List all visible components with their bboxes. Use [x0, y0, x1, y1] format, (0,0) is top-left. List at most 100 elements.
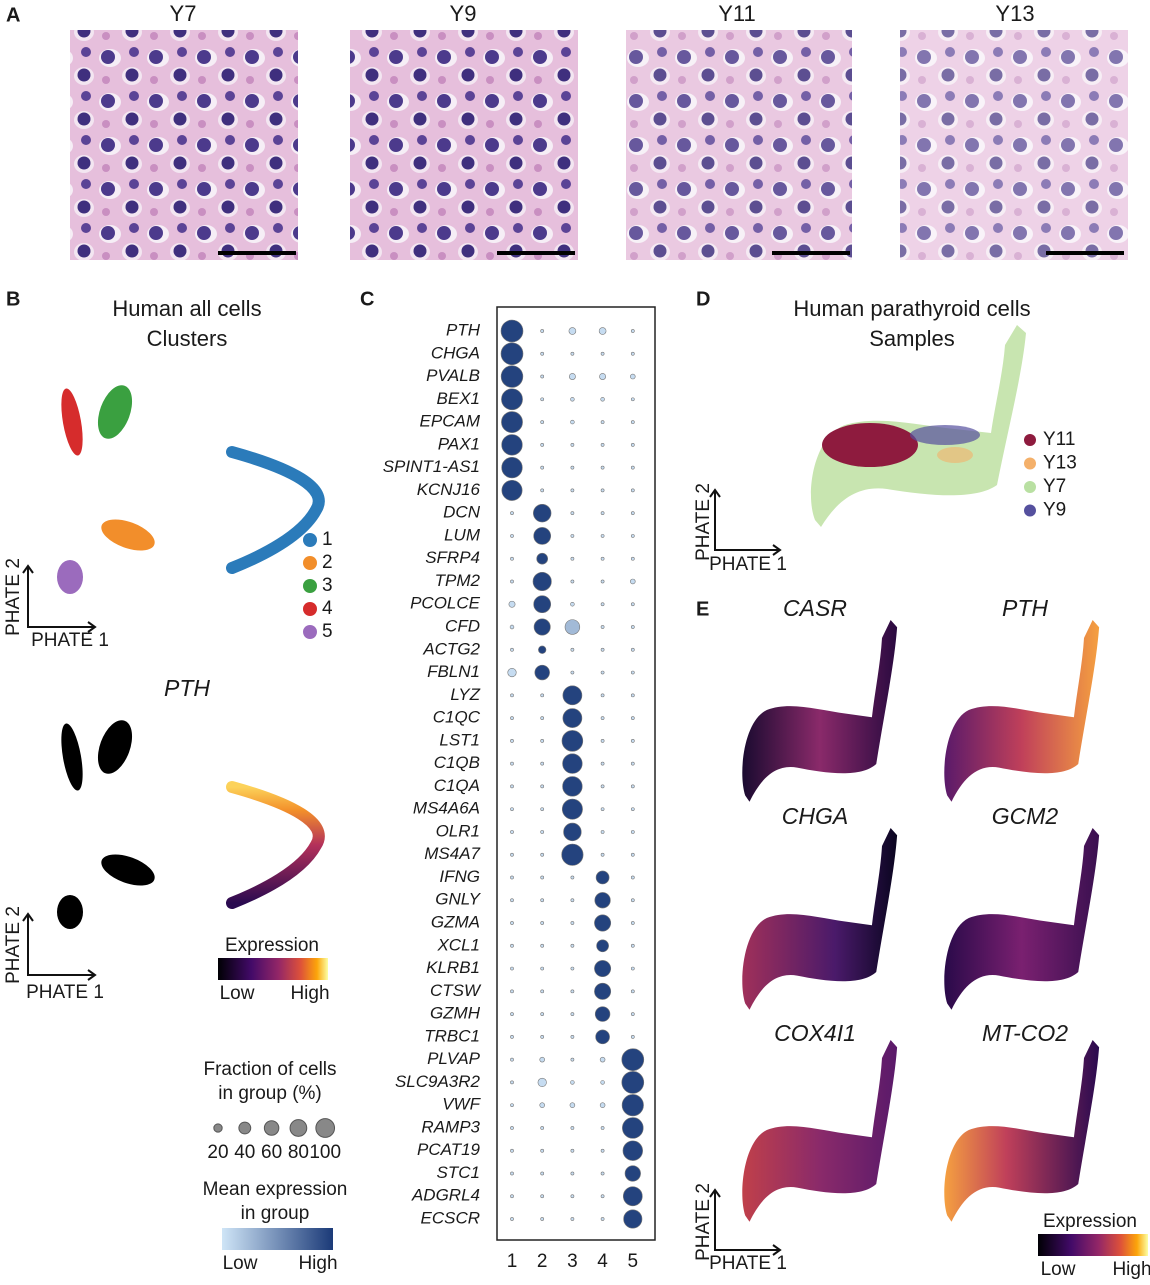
size-label: 80 — [288, 1142, 309, 1163]
dot — [540, 966, 545, 971]
dot — [570, 875, 575, 880]
cell-cloud — [226, 781, 325, 909]
dot — [500, 342, 524, 366]
colorbar — [1038, 1234, 1148, 1256]
dot — [570, 1126, 575, 1130]
dot — [540, 397, 545, 402]
dot — [540, 716, 545, 720]
dot — [570, 602, 575, 607]
dot — [570, 989, 575, 994]
dot — [510, 875, 514, 880]
gene-label: RAMP3 — [421, 1117, 480, 1136]
dot — [600, 830, 605, 834]
dot — [570, 534, 575, 538]
legend-title: Mean expression — [203, 1179, 348, 1200]
panel-letter: A — [6, 4, 20, 26]
axis-label: PHATE 2 — [693, 483, 714, 561]
dot — [622, 1140, 643, 1161]
dot — [540, 1217, 545, 1221]
legend-swatch — [303, 602, 317, 616]
dot — [570, 1194, 575, 1199]
dot — [630, 921, 635, 925]
dot — [510, 807, 514, 812]
cell-cloud — [61, 723, 83, 791]
cluster-scatter — [57, 385, 325, 594]
dot-plot: PTH CHGA PVALB BEX1 EPCAM PAX1 SPINT1-AS1 KCNJ1… — [383, 319, 645, 1272]
gene-label: OLR1 — [436, 821, 480, 840]
dot — [630, 397, 635, 402]
dot — [600, 1080, 605, 1085]
dot — [510, 898, 514, 903]
colorbar — [222, 1228, 333, 1250]
axis-label: PHATE 2 — [693, 1183, 714, 1261]
gene-label: SFRP4 — [425, 548, 480, 567]
gene-label: PLVAP — [427, 1049, 481, 1068]
gene-title: PTH — [164, 675, 210, 701]
dot — [540, 852, 545, 857]
dot — [594, 982, 612, 1000]
dot — [510, 1194, 514, 1199]
dot — [540, 989, 545, 994]
dot — [600, 397, 605, 402]
dot — [570, 397, 575, 402]
dot — [594, 960, 612, 978]
gene-title: COX4I1 — [774, 1020, 856, 1046]
dot — [540, 875, 545, 880]
dot — [630, 898, 635, 903]
dot — [501, 457, 523, 479]
cell-cloud — [101, 854, 155, 886]
dot — [510, 1057, 514, 1062]
gene-label: C1QA — [434, 776, 480, 795]
sample-scatter — [810, 325, 1026, 527]
dot — [562, 776, 583, 797]
dot — [500, 319, 524, 343]
axis-arrows — [709, 1188, 782, 1256]
cell-cloud — [937, 447, 973, 463]
colorbar-title: Expression — [225, 935, 319, 956]
dot — [540, 1194, 545, 1199]
panel-letter: E — [696, 598, 709, 620]
dot — [510, 761, 514, 766]
dot — [510, 852, 514, 857]
dot — [594, 892, 611, 909]
size-label: 40 — [234, 1142, 255, 1163]
plot-frame — [496, 306, 656, 1241]
pth-scatter — [57, 720, 325, 929]
dot — [600, 442, 605, 447]
gene-label: IFNG — [439, 867, 480, 886]
dot — [570, 419, 575, 425]
dot — [600, 739, 605, 743]
dot — [570, 1217, 575, 1221]
dot — [600, 670, 605, 675]
dot — [570, 1057, 575, 1062]
gene-label: ACTG2 — [422, 639, 480, 658]
panel-title: Human parathyroid cells — [793, 296, 1030, 321]
dot — [536, 552, 549, 565]
gene-label: STC1 — [437, 1163, 480, 1182]
dot — [540, 1148, 545, 1153]
size-label: 60 — [261, 1142, 282, 1163]
dot — [501, 411, 523, 433]
dot — [540, 465, 545, 470]
legend-label: 4 — [322, 598, 333, 619]
dot — [510, 943, 514, 948]
dot — [623, 1209, 643, 1229]
gene-label: PTH — [446, 320, 481, 339]
dot — [630, 351, 635, 356]
gene-title: CASR — [783, 595, 847, 621]
dot — [570, 670, 575, 675]
dot — [600, 465, 605, 470]
gene-label: BEX1 — [437, 389, 480, 408]
dot — [510, 716, 514, 720]
dot — [540, 739, 545, 743]
dot — [570, 488, 575, 493]
dot — [540, 1012, 545, 1016]
dot — [599, 373, 607, 380]
dot — [598, 327, 607, 335]
dot — [540, 1035, 545, 1039]
legend-title: in group (%) — [218, 1083, 322, 1104]
dot — [630, 1035, 635, 1039]
axis-label: PHATE 1 — [26, 982, 104, 1003]
